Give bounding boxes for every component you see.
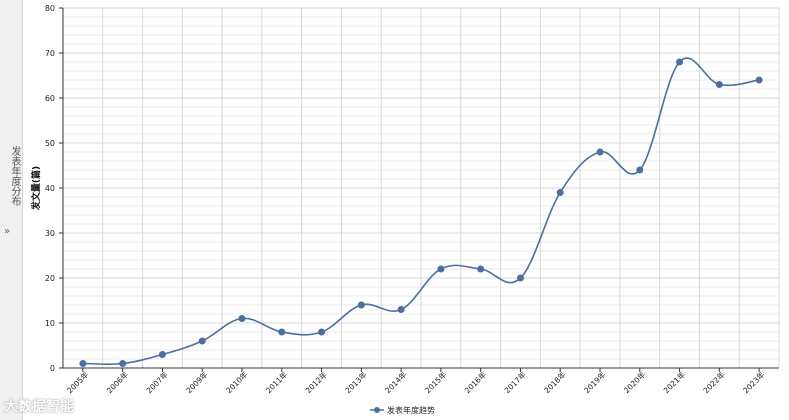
x-tick-label: 2017年 <box>502 369 528 395</box>
y-axis-label: 发文量(篇) <box>30 166 42 211</box>
y-tick-label: 10 <box>45 319 55 328</box>
x-tick-label: 2009年 <box>184 369 210 395</box>
y-tick-label: 20 <box>45 274 55 283</box>
data-point <box>79 360 87 367</box>
y-tick-label: 0 <box>50 364 55 373</box>
data-point <box>755 76 763 84</box>
x-tick-label: 2016年 <box>462 369 488 395</box>
data-point <box>357 301 365 309</box>
x-tick-label: 2015年 <box>422 369 448 395</box>
data-point <box>119 360 127 367</box>
expand-chevron-icon[interactable]: » <box>4 226 11 237</box>
y-tick-label: 30 <box>45 229 55 238</box>
data-point <box>397 306 405 313</box>
data-point <box>318 328 326 336</box>
data-point <box>715 81 723 88</box>
data-point <box>556 189 564 196</box>
y-tick-label: 70 <box>45 49 55 58</box>
legend-label: 发表年度趋势 <box>387 405 435 415</box>
data-point <box>198 337 206 345</box>
watermark-logo: 大数据智能 <box>4 399 74 415</box>
x-tick-label: 2010年 <box>224 369 250 395</box>
legend-marker <box>374 407 380 413</box>
y-tick-label: 60 <box>45 94 55 103</box>
x-tick-label: 2005年 <box>64 369 90 395</box>
side-panel[interactable]: 发表年度分布 » <box>0 0 23 420</box>
side-panel-label: 发表年度分布 <box>9 146 20 206</box>
x-tick-label: 2023年 <box>741 369 767 395</box>
x-tick-label: 2022年 <box>701 369 727 395</box>
y-tick-label: 80 <box>45 4 55 13</box>
x-tick-label: 2019年 <box>582 369 608 395</box>
x-tick-label: 2020年 <box>621 369 647 395</box>
y-tick-label: 50 <box>45 139 55 148</box>
data-point <box>238 315 246 322</box>
x-tick-label: 2006年 <box>104 369 130 395</box>
x-tick-label: 2013年 <box>343 369 369 395</box>
x-tick-label: 2018年 <box>542 369 568 395</box>
data-point <box>437 265 445 273</box>
data-point <box>596 148 604 156</box>
data-point <box>477 265 485 273</box>
data-point <box>278 328 286 336</box>
data-point <box>516 274 524 282</box>
data-point <box>636 166 644 174</box>
data-point <box>158 351 166 358</box>
x-tick-label: 2011年 <box>263 369 289 395</box>
x-tick-label: 2021年 <box>661 369 687 395</box>
data-point <box>676 58 684 66</box>
x-tick-label: 2012年 <box>303 369 329 395</box>
x-tick-label: 2007年 <box>144 369 170 395</box>
y-tick-label: 40 <box>45 184 55 193</box>
x-tick-label: 2014年 <box>383 369 409 395</box>
